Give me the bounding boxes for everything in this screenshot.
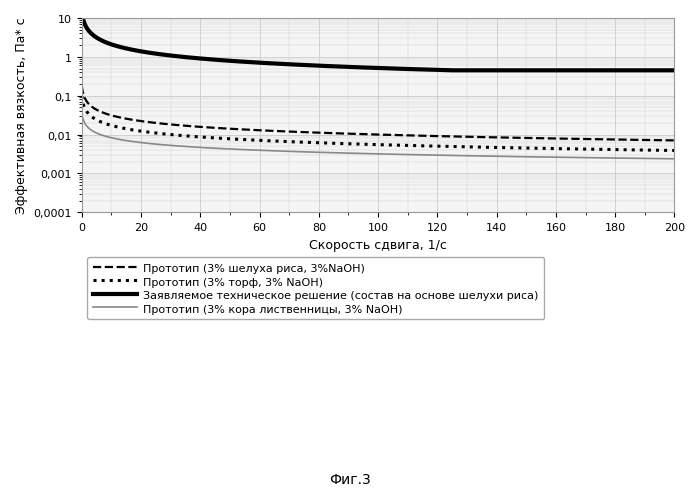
Прототип (3% шелуха риса, 3%NaOH) bbox=[544, 136, 552, 142]
Прототип (3% шелуха риса, 3%NaOH) bbox=[350, 132, 358, 138]
Заявляемое техническое решение (состав на основе шелухи риса) bbox=[448, 68, 456, 74]
Line: Прототип (3% кора лиственницы, 3% NaOH): Прототип (3% кора лиственницы, 3% NaOH) bbox=[82, 114, 674, 160]
Line: Заявляемое техническое решение (состав на основе шелухи риса): Заявляемое техническое решение (состав н… bbox=[82, 19, 674, 71]
Заявляемое техническое решение (состав на основе шелухи риса) bbox=[350, 65, 358, 71]
Прототип (3% торф, 3% NaOH) bbox=[78, 94, 86, 100]
Прототип (3% торф, 3% NaOH) bbox=[670, 148, 678, 154]
Заявляемое техническое решение (состав на основе шелухи риса) bbox=[653, 68, 662, 74]
Прототип (3% шелуха риса, 3%NaOH) bbox=[670, 138, 678, 144]
X-axis label: Скорость сдвига, 1/с: Скорость сдвига, 1/с bbox=[309, 238, 447, 251]
Прототип (3% шелуха риса, 3%NaOH) bbox=[78, 84, 86, 90]
Прототип (3% кора лиственницы, 3% NaOH) bbox=[544, 155, 552, 161]
Text: Фиг.3: Фиг.3 bbox=[329, 472, 371, 486]
Заявляемое техническое решение (состав на основе шелухи риса) bbox=[366, 66, 375, 72]
Заявляемое техническое решение (состав на основе шелухи риса) bbox=[545, 68, 553, 74]
Y-axis label: Эффективная вязкость, Па* с: Эффективная вязкость, Па* с bbox=[15, 18, 28, 214]
Line: Прототип (3% торф, 3% NaOH): Прототип (3% торф, 3% NaOH) bbox=[82, 97, 674, 151]
Заявляемое техническое решение (состав на основе шелухи риса) bbox=[108, 42, 116, 48]
Заявляемое техническое решение (состав на основе шелухи риса) bbox=[653, 68, 662, 74]
Прототип (3% кора лиственницы, 3% NaOH) bbox=[670, 157, 678, 163]
Прототип (3% кора лиственницы, 3% NaOH) bbox=[78, 111, 86, 117]
Прототип (3% кора лиственницы, 3% NaOH) bbox=[366, 151, 375, 157]
Прототип (3% кора лиственницы, 3% NaOH) bbox=[653, 156, 662, 162]
Прототип (3% шелуха риса, 3%NaOH) bbox=[108, 113, 116, 119]
Legend: Прототип (3% шелуха риса, 3%NaOH), Прототип (3% торф, 3% NaOH), Заявляемое техни: Прототип (3% шелуха риса, 3%NaOH), Прото… bbox=[88, 257, 544, 320]
Line: Прототип (3% шелуха риса, 3%NaOH): Прототип (3% шелуха риса, 3%NaOH) bbox=[82, 87, 674, 141]
Прототип (3% шелуха риса, 3%NaOH) bbox=[653, 138, 662, 144]
Прототип (3% торф, 3% NaOH) bbox=[544, 146, 552, 152]
Прототип (3% шелуха риса, 3%NaOH) bbox=[652, 138, 661, 144]
Заявляемое техническое решение (состав на основе шелухи риса) bbox=[670, 68, 678, 74]
Прототип (3% кора лиственницы, 3% NaOH) bbox=[350, 151, 358, 157]
Прототип (3% торф, 3% NaOH) bbox=[350, 142, 358, 147]
Прототип (3% торф, 3% NaOH) bbox=[652, 148, 661, 154]
Прототип (3% торф, 3% NaOH) bbox=[653, 148, 662, 154]
Заявляемое техническое решение (состав на основе шелухи риса) bbox=[78, 16, 86, 22]
Прототип (3% шелуха риса, 3%NaOH) bbox=[366, 132, 375, 138]
Прототип (3% торф, 3% NaOH) bbox=[108, 123, 116, 129]
Прототип (3% торф, 3% NaOH) bbox=[366, 142, 375, 148]
Прототип (3% кора лиственницы, 3% NaOH) bbox=[652, 156, 661, 162]
Прототип (3% кора лиственницы, 3% NaOH) bbox=[108, 136, 116, 142]
